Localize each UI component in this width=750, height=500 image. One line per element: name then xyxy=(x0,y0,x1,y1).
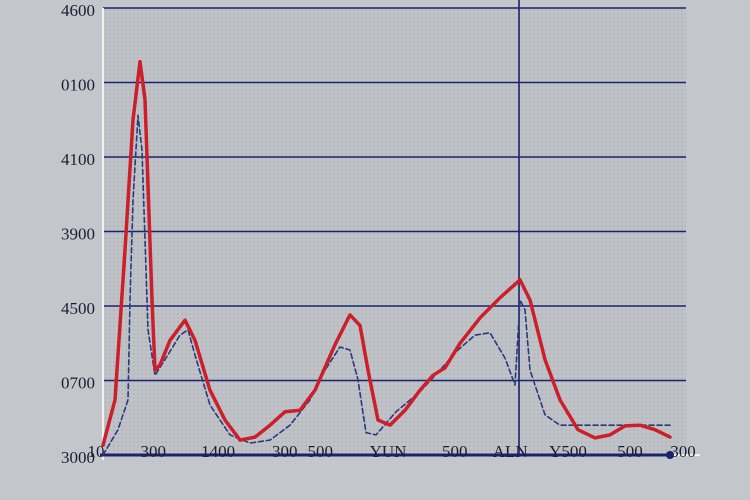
x-tick-label: YUN xyxy=(370,442,407,461)
y-tick-label: 4100 xyxy=(61,150,95,169)
x-tick-label: 500 xyxy=(617,442,643,461)
x-tick-label: 500 xyxy=(442,442,468,461)
y-tick-label: 3900 xyxy=(61,224,95,243)
axis-dot xyxy=(666,451,674,459)
x-tick-label: 300 xyxy=(670,442,696,461)
y-tick-label: 4600 xyxy=(61,1,95,20)
y-tick-label: 0700 xyxy=(61,373,95,392)
x-tick-label: 10 xyxy=(88,442,105,461)
x-tick-label: 300 xyxy=(272,442,298,461)
y-tick-label: 0100 xyxy=(61,75,95,94)
x-tick-label: ALN xyxy=(493,442,528,461)
data-line xyxy=(101,59,672,448)
y-tick-label: 4500 xyxy=(61,299,95,318)
y-tick-label: 3000 xyxy=(61,448,95,467)
data-line xyxy=(102,114,671,456)
x-tick-label: 500 xyxy=(307,442,333,461)
x-tick-label: Y500 xyxy=(549,442,587,461)
x-tick-label: 1400 xyxy=(201,442,235,461)
x-tick-label: 300 xyxy=(140,442,166,461)
